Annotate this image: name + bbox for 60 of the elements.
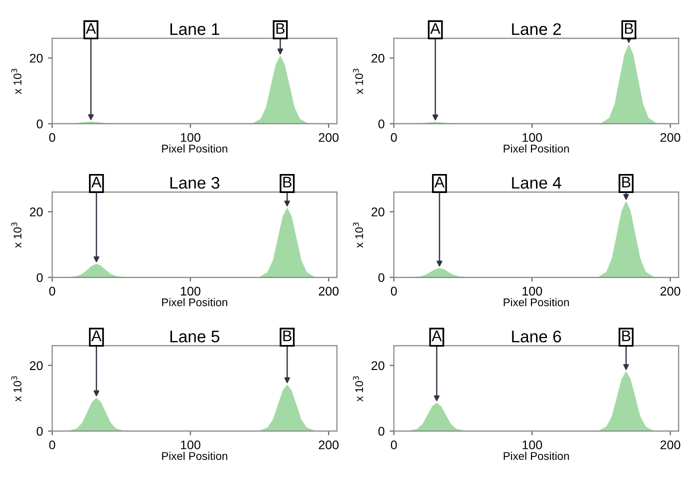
annotation: A [432, 330, 442, 342]
chart-title: Lane 2 [512, 23, 561, 36]
x-tick-label: 200 [318, 286, 339, 296]
x-axis-title: Pixel Position [162, 452, 228, 460]
y-tick-label: 0 [36, 273, 43, 282]
y-tick-label: 20 [372, 54, 384, 63]
y-axis-title: x 10$^{3}$ [11, 222, 22, 248]
y-tick-label: 0 [378, 120, 384, 128]
x-tick-label: 200 [318, 133, 339, 142]
annotation: A [434, 176, 445, 188]
x-tick-label: 100 [180, 133, 200, 142]
x-tick-label: 0 [390, 286, 397, 296]
x-tick-label: 200 [318, 440, 339, 450]
y-tick-label: 20 [372, 208, 384, 216]
y-tick-label: 20 [30, 208, 43, 216]
annotation: B [622, 176, 630, 188]
chart-title: Lane 1 [170, 23, 220, 36]
x-tick-label: 0 [49, 286, 56, 296]
x-tick-label: 200 [660, 286, 680, 296]
annotation: B [283, 176, 292, 188]
annotation: A [91, 176, 102, 188]
y-tick-label: 20 [30, 54, 43, 63]
x-tick-label: 100 [180, 286, 200, 296]
y-tick-label: 20 [372, 361, 384, 370]
annotation: B [622, 330, 630, 342]
annotation: B [625, 23, 634, 34]
chart-title: Lane 6 [512, 330, 561, 342]
annotation: A [430, 23, 440, 34]
y-axis-title: x 10$^{3}$ [11, 68, 22, 94]
annotation: B [276, 23, 285, 34]
x-tick-label: 0 [49, 440, 56, 450]
x-tick-label: 200 [660, 440, 680, 450]
y-axis-title: x 10$^{3}$ [352, 68, 364, 94]
chart-title: Lane 3 [170, 176, 220, 189]
x-axis-title: Pixel Position [504, 452, 569, 460]
x-axis-title: Pixel Position [162, 144, 228, 153]
x-tick-label: 100 [522, 133, 542, 142]
x-tick-label: 100 [522, 440, 542, 450]
chart-title: Lane 5 [170, 330, 220, 342]
x-axis-title: Pixel Position [504, 144, 569, 153]
annotation: A [86, 23, 96, 34]
y-axis-title: x 10$^{3}$ [352, 222, 364, 248]
y-tick-label: 20 [30, 361, 43, 370]
chart-title: Lane 4 [512, 177, 562, 189]
y-tick-label: 0 [378, 426, 384, 436]
y-axis-title: x 10$^{3}$ [352, 376, 364, 402]
x-axis-title: Pixel Position [162, 298, 228, 306]
y-tick-label: 0 [378, 273, 384, 282]
x-tick-label: 0 [49, 133, 56, 142]
x-tick-label: 200 [660, 133, 680, 142]
y-axis-title: x 10$^{3}$ [11, 376, 22, 402]
x-tick-label: 100 [180, 440, 200, 450]
y-tick-label: 0 [36, 426, 43, 436]
x-tick-label: 0 [390, 440, 397, 450]
annotation: B [283, 330, 292, 342]
x-tick-label: 100 [522, 286, 542, 296]
y-tick-label: 0 [36, 120, 43, 128]
x-axis-title: Pixel Position [504, 298, 569, 306]
annotation: A [91, 330, 102, 342]
x-tick-label: 0 [390, 133, 397, 142]
